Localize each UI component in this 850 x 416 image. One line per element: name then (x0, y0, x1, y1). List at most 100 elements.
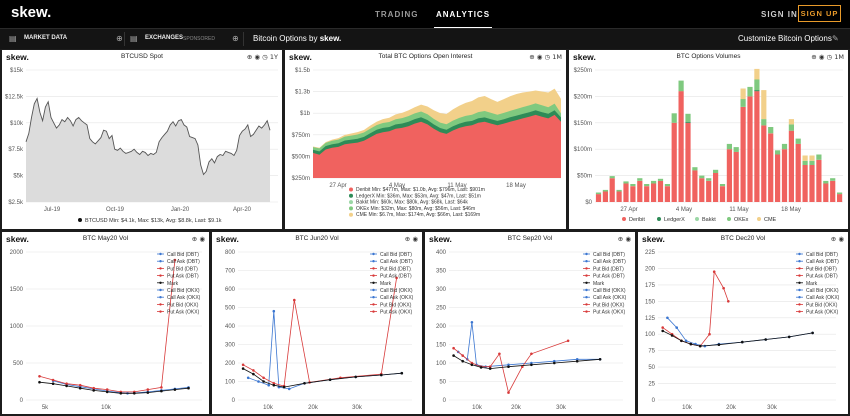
skew-logo[interactable]: skew. (11, 4, 52, 21)
y-tick-label: 100 (225, 380, 236, 386)
panel-controls: ⊕ ◉ ◷ 1M (529, 53, 562, 61)
bar-okex (802, 160, 808, 165)
plus-circle-icon[interactable]: ⊕ (830, 235, 837, 243)
legend-label: Put Ask (DBT) (806, 274, 838, 280)
data-point (38, 375, 41, 378)
y-tick-label: 1500 (10, 287, 24, 293)
data-point (92, 389, 95, 392)
y-tick-label: $2.5k (8, 200, 24, 206)
bar-okex (740, 99, 746, 107)
data-point (267, 383, 270, 387)
sign-in-link[interactable]: SIGN IN (761, 10, 798, 19)
data-point (575, 359, 579, 363)
range-selector[interactable]: 1M (552, 53, 562, 61)
series-line (662, 330, 813, 347)
legend-label: Put Bid (DBT) (380, 266, 411, 272)
customize-link[interactable]: Customize Bitcoin Options (738, 34, 832, 43)
bar-cme (754, 68, 760, 80)
legend-label: Put Ask (DBT) (167, 274, 199, 280)
series-line (453, 340, 569, 394)
market-data-menu[interactable]: MARKET DATA (24, 35, 68, 41)
camera-icon[interactable]: ◉ (199, 235, 205, 243)
plus-circle-icon[interactable]: ⊕ (246, 53, 253, 61)
series-line (39, 381, 189, 394)
bar-deribit (830, 180, 836, 202)
legend-marker (372, 296, 375, 299)
legend-marker (757, 217, 761, 221)
y-tick-label: $500m (292, 154, 310, 160)
panel-controls: ⊕ ◉ (618, 235, 631, 243)
bar-okex (595, 192, 602, 195)
data-point (252, 369, 255, 372)
plus-circle-icon[interactable]: ⊕ (529, 53, 535, 61)
data-point (65, 382, 68, 385)
legend-marker (695, 217, 699, 221)
range-selector[interactable]: 1Y (269, 53, 278, 61)
panel-controls: ⊕ ◉ ◷ 1Y (247, 53, 278, 61)
plus-circle-icon[interactable]: ⊕ (404, 235, 411, 243)
clock-icon[interactable]: ◷ (262, 53, 268, 61)
legend-marker (349, 193, 353, 198)
y-tick-label: 350 (436, 269, 447, 275)
panel-logo: skew. (289, 52, 312, 62)
data-point (598, 358, 602, 361)
clock-icon[interactable]: ◷ (544, 53, 551, 61)
plus-circle-icon[interactable]: ⊕ (116, 34, 123, 43)
legend-marker (798, 303, 801, 306)
data-point (470, 363, 474, 367)
camera-icon[interactable]: ◉ (838, 235, 844, 243)
plus-circle-icon[interactable]: ⊕ (811, 53, 817, 61)
bar-okex (671, 113, 677, 123)
sign-up-button[interactable]: SIGN UP (798, 5, 841, 22)
nav-trading[interactable]: TRADING (375, 10, 419, 19)
y-tick-label: 0 (443, 398, 447, 404)
bar-okex (719, 184, 726, 187)
panel-header: skew. BTC Dec20 Vol ⊕ ◉ (638, 232, 848, 246)
x-tick-label: 10k (263, 405, 274, 411)
bar-deribit (623, 183, 629, 202)
camera-icon[interactable]: ◉ (818, 53, 825, 61)
camera-icon[interactable]: ◉ (254, 53, 261, 61)
data-point (670, 334, 674, 337)
legend-marker (349, 212, 353, 217)
y-tick-label: $10k (10, 121, 24, 127)
legend-marker (585, 260, 588, 263)
clock-icon[interactable]: ◷ (826, 53, 833, 61)
top-navigation-bar: skew. TRADING ANALYTICS SIGN IN SIGN UP (0, 0, 850, 29)
legend-label: Put Ask (OKX) (806, 310, 839, 316)
bar-deribit (809, 165, 815, 202)
y-tick-label: 800 (225, 250, 236, 256)
bar-okex (823, 180, 829, 184)
legend-marker (798, 310, 801, 313)
bar-okex (644, 184, 650, 187)
data-point (105, 388, 109, 391)
data-point (727, 300, 730, 303)
sub-navigation-bar: ▤ MARKET DATA ⊕ ▤ EXCHANGES SPONSORED ⊕ … (0, 28, 850, 49)
y-tick-label: $250m (574, 68, 592, 74)
data-point (479, 366, 483, 369)
legend-label: Call Ask (OKX) (380, 295, 414, 301)
data-point (675, 326, 678, 329)
plus-circle-icon[interactable]: ⊕ (232, 34, 239, 43)
bar-okex (692, 167, 698, 171)
panel-header: skew. BTCUSD Spot ⊕ ◉ ◷ 1Y (2, 50, 282, 64)
legend-label: Bakkt (702, 217, 716, 223)
range-selector[interactable]: 1M (834, 53, 844, 61)
camera-icon[interactable]: ◉ (412, 235, 418, 243)
x-tick-label: Jul-19 (44, 207, 61, 213)
legend-marker (349, 206, 353, 211)
exchanges-menu[interactable]: EXCHANGES (145, 35, 184, 41)
data-point (252, 372, 255, 376)
plus-circle-icon[interactable]: ⊕ (617, 235, 624, 243)
nav-analytics[interactable]: ANALYTICS (433, 10, 493, 29)
data-point (78, 386, 82, 390)
bar-deribit (609, 178, 615, 202)
data-point (173, 258, 177, 262)
legend-label: Call Bid (OKX) (806, 288, 839, 294)
edit-icon[interactable]: ✎ (832, 34, 839, 43)
plus-circle-icon[interactable]: ⊕ (191, 235, 198, 243)
data-point (38, 380, 41, 384)
x-tick-label: 30k (352, 405, 363, 411)
camera-icon[interactable]: ◉ (536, 53, 543, 61)
camera-icon[interactable]: ◉ (625, 235, 631, 243)
